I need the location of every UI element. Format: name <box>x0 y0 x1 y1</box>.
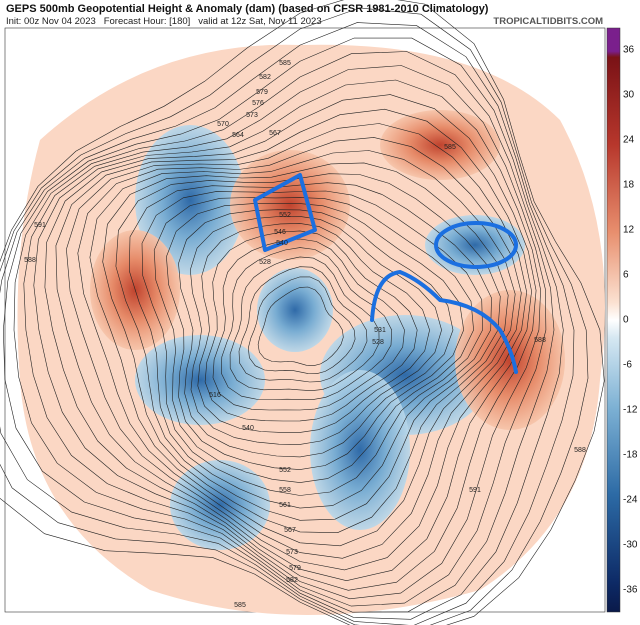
title: GEPS 500mb Geopotential Height & Anomaly… <box>6 3 489 15</box>
contour-label: 582 <box>259 74 271 81</box>
contour-label: 585 <box>444 144 456 151</box>
contour-label: 540 <box>242 425 254 432</box>
contour-label: 588 <box>574 447 586 454</box>
colorbar-label: 6 <box>623 270 629 281</box>
contour-label: 582 <box>286 577 298 584</box>
contour-line <box>77 137 522 559</box>
contour-label: 576 <box>252 100 264 107</box>
contour-label: 579 <box>256 89 268 96</box>
contour-label: 564 <box>232 132 244 139</box>
contour-label: 585 <box>279 60 291 67</box>
contour-line <box>33 79 541 600</box>
contour-line <box>44 94 537 591</box>
contour-line <box>238 266 368 383</box>
contour-label: 558 <box>279 487 291 494</box>
colorbar-label: 12 <box>623 225 635 236</box>
contour-line <box>178 209 454 458</box>
contour-label: 588 <box>534 337 546 344</box>
colorbar-label: 36 <box>623 45 635 56</box>
contour-label: 591 <box>34 222 46 229</box>
contour-label: 546 <box>274 229 286 236</box>
contour-line <box>229 256 380 392</box>
contour-label: 573 <box>246 112 258 119</box>
contour-line <box>13 51 555 613</box>
contour-line <box>212 238 405 411</box>
contour-line <box>128 182 492 509</box>
colorbar-label: -24 <box>623 495 638 506</box>
contour-label: 540 <box>276 240 288 247</box>
contour-label: 579 <box>289 565 301 572</box>
contour-line <box>115 173 501 521</box>
contour-line <box>0 22 575 625</box>
colorbar-label: -18 <box>623 450 638 461</box>
colorbar-label: 0 <box>623 315 629 326</box>
contour-line <box>0 7 589 625</box>
contour-line <box>66 123 528 571</box>
colorbar-label: -36 <box>623 585 638 596</box>
contour-label: 573 <box>286 549 298 556</box>
contour-line <box>189 216 442 445</box>
contour-line <box>153 197 474 483</box>
contour-label: 531 <box>374 327 386 334</box>
site-name: TROPICALTIDBITS.COM <box>493 16 603 27</box>
contour-line <box>220 247 393 400</box>
contour-label: 585 <box>234 602 246 609</box>
contour-line <box>197 223 430 433</box>
contour-line <box>141 190 483 496</box>
contour-label: 552 <box>279 212 291 219</box>
contour-label: 567 <box>284 527 296 534</box>
contour-label: 588 <box>24 257 36 264</box>
subtitle: Init: 00z Nov 04 2023 Forecast Hour: [18… <box>6 16 322 27</box>
contour-line <box>166 203 465 470</box>
contour-line <box>204 230 418 422</box>
colorbar-label: -6 <box>623 360 632 371</box>
contour-label: 561 <box>279 502 291 509</box>
contour-label: 591 <box>469 487 481 494</box>
colorbar-label: -12 <box>623 405 638 416</box>
colorbar-label: -30 <box>623 540 638 551</box>
contour-label: 528 <box>372 339 384 346</box>
contour-line <box>2 37 564 620</box>
colorbar-label: 24 <box>623 135 635 146</box>
contour-line <box>102 162 509 534</box>
contour-label: 516 <box>209 392 221 399</box>
contour-line <box>247 276 356 375</box>
contour-line <box>89 150 516 547</box>
contour-label: 567 <box>269 130 281 137</box>
contour-label: 570 <box>217 121 229 128</box>
colorbar <box>606 27 621 613</box>
contour-line <box>23 65 547 607</box>
contour-label: 528 <box>259 259 271 266</box>
contour-line <box>55 108 532 582</box>
contour-line <box>0 0 605 625</box>
colorbar-label: 18 <box>623 180 635 191</box>
colorbar-label: 30 <box>623 90 635 101</box>
contour-label: 552 <box>279 467 291 474</box>
contour-line <box>257 286 344 367</box>
